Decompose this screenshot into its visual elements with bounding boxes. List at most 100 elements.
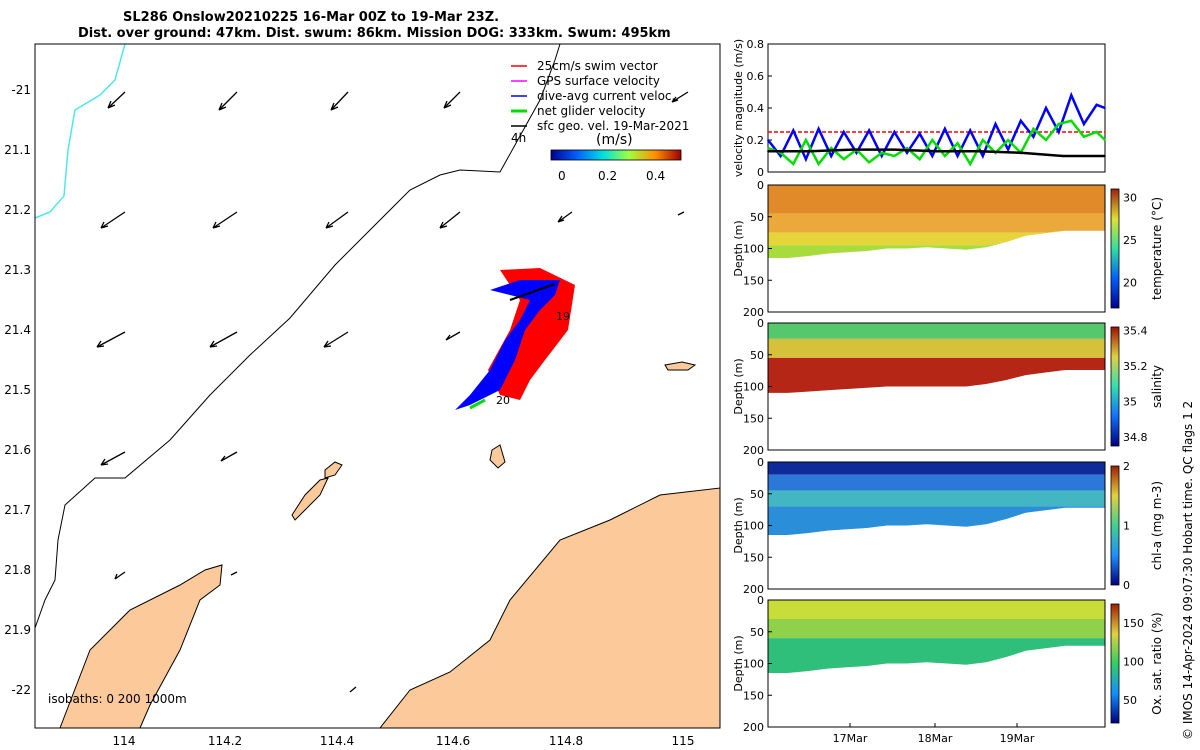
panel-0-series-2-point <box>830 147 832 149</box>
panel-0-series-2-point <box>817 163 820 165</box>
land-island-4 <box>489 444 506 469</box>
map-plot: 19 20 25cm/s swim vector GPS surface vel… <box>4 43 721 748</box>
title-line-1: SL286 Onslow20210225 16-Mar 00Z to 19-Ma… <box>123 10 500 25</box>
colorbar-tick-0: 0 <box>558 169 566 183</box>
svg-text:-22: -22 <box>11 683 31 697</box>
panel-3-cbtick: 1 <box>1123 520 1130 533</box>
panel-0-series-3-point <box>1104 155 1106 157</box>
isobaths-label: isobaths: 0 200 1000m <box>48 692 187 706</box>
panel-layer: velocity magnitude (m/s) 0 0.2 0.4 0.6 0.8 Dep… <box>732 38 1164 745</box>
panel-0-series-1-point <box>1095 104 1098 106</box>
map-yticks: -21 21.1 21.2 21.3 21.4 21.5 21.6 21.7 2… <box>4 83 31 697</box>
panel-1-colorbar <box>1110 188 1120 309</box>
panel-4-colorbar <box>1110 603 1120 724</box>
panel-1-ytick: 50 <box>750 211 764 224</box>
panel-0-series-2-point <box>1083 136 1085 138</box>
panel-0-ytick: 0.2 <box>747 134 765 147</box>
panel-2-ylabel: Depth (m) <box>732 358 745 414</box>
panel-0-series-1-point <box>767 139 769 141</box>
panel-0-series-1-point <box>982 155 984 157</box>
track-net-velocity <box>469 398 486 410</box>
svg-text:114.2: 114.2 <box>208 734 242 748</box>
svg-text:21.2: 21.2 <box>4 203 31 217</box>
panel-3-colorbar <box>1110 465 1120 586</box>
panel-0-series-1-point <box>1083 123 1085 125</box>
panel-3-cbtick: 0 <box>1123 579 1130 592</box>
panel-0-series-2-point <box>893 155 896 157</box>
panel-0-series-3-point <box>1062 155 1064 157</box>
panel-xtick: 19Mar <box>1000 732 1035 745</box>
svg-text:21.8: 21.8 <box>4 563 31 577</box>
panel-3-ytick: 100 <box>743 520 764 533</box>
panel-2-ytick: 150 <box>743 412 764 425</box>
panel-4-cbtick: 100 <box>1123 656 1144 669</box>
panel-2-band-0 <box>768 323 1105 339</box>
panel-4-ytick: 0 <box>757 594 764 607</box>
svg-text:21.3: 21.3 <box>4 263 31 277</box>
panel-0-series-3-point <box>767 150 769 152</box>
panel-0-series-1-point <box>906 152 908 154</box>
panel-1-cblabel: temperature (°C) <box>1150 197 1164 300</box>
panel-4-cbtick: 50 <box>1123 694 1137 707</box>
svg-text:114.8: 114.8 <box>549 734 583 748</box>
panel-0-series-3-point <box>1019 152 1022 154</box>
panel-0-series-1-point <box>918 132 921 135</box>
panel-0-series-3-point <box>977 150 980 152</box>
land-island-1 <box>291 477 329 521</box>
panel-0-series-2 <box>767 119 1106 167</box>
svg-text:114.6: 114.6 <box>436 734 470 748</box>
panel-1-band-3 <box>768 230 1105 258</box>
svg-text:21.9: 21.9 <box>4 623 31 637</box>
glider-track <box>455 268 575 410</box>
svg-text:21.6: 21.6 <box>4 443 31 457</box>
panel-1-ytick: 100 <box>743 243 764 256</box>
panel-0-series-2-point <box>1070 120 1073 122</box>
panel-3-band-0 <box>768 462 1105 475</box>
panel-0-series-1-point <box>969 129 971 132</box>
svg-text:115: 115 <box>672 734 695 748</box>
panel-0-series-2-point <box>792 163 795 165</box>
deep-isobath <box>34 43 126 219</box>
shelf-isobath <box>34 43 561 629</box>
legend-item-sfc: sfc geo. vel. 19-Mar-2021 <box>537 119 689 133</box>
panel-0-series-2-point <box>906 147 908 149</box>
panel-0-series-1-point <box>779 155 782 157</box>
panel-0-series-1-point <box>893 131 896 133</box>
panel-0-series-1-point <box>1032 136 1035 138</box>
panel-3-ylabel: Depth (m) <box>732 497 745 553</box>
panel-4-cblabel: Ox. sat. ratio (%) <box>1150 612 1164 714</box>
panel-3-cbtick: 2 <box>1123 460 1130 473</box>
panel-0-series-2-point <box>1007 139 1009 141</box>
panel-0-frame <box>767 43 1106 173</box>
legend-item-swim: 25cm/s swim vector <box>537 59 658 73</box>
panel-0-series-2-point <box>1045 139 1047 141</box>
panel-0-series-3-point <box>851 148 854 151</box>
panel-0-series-0-point <box>1104 131 1106 133</box>
panel-0-series-1-point <box>880 155 883 157</box>
panel-1-ytick: 0 <box>757 179 764 192</box>
panel-0-series-1-point <box>1045 107 1047 109</box>
panel-0-series-2-point <box>956 142 959 144</box>
svg-text:114.4: 114.4 <box>320 734 354 748</box>
panel-0-series-1-point <box>1070 94 1073 96</box>
panel-3-ytick: 50 <box>750 488 764 501</box>
land-island-2 <box>324 461 343 479</box>
panel-0-series-1-point <box>843 131 845 133</box>
panel-0-series-1-point <box>792 129 795 132</box>
legend-item-current: dive-avg current veloc. <box>537 89 675 103</box>
panel-3-ytick: 150 <box>743 551 764 564</box>
panel-1-ytick: 150 <box>743 274 764 287</box>
panel-0-series-0-point <box>767 131 769 133</box>
panel-4-band-1 <box>768 619 1105 639</box>
panel-0-series-3-point <box>935 150 938 152</box>
panel-0-series-3-point <box>893 148 896 151</box>
panel-xtick: 17Mar <box>833 732 868 745</box>
panel-2-cblabel: salinity <box>1150 365 1164 408</box>
panel-0-series-2-point <box>1032 128 1035 130</box>
title-line-2: Dist. over ground: 47km. Dist. swum: 86k… <box>78 26 671 41</box>
panel-2-cbtick: 35.4 <box>1123 325 1148 338</box>
legend-item-gps: GPS surface velocity <box>537 74 660 88</box>
panel-0-series-3-point <box>809 150 811 152</box>
panel-1-band-2 <box>768 230 1105 246</box>
panel-4-cbtick: 150 <box>1123 617 1144 630</box>
